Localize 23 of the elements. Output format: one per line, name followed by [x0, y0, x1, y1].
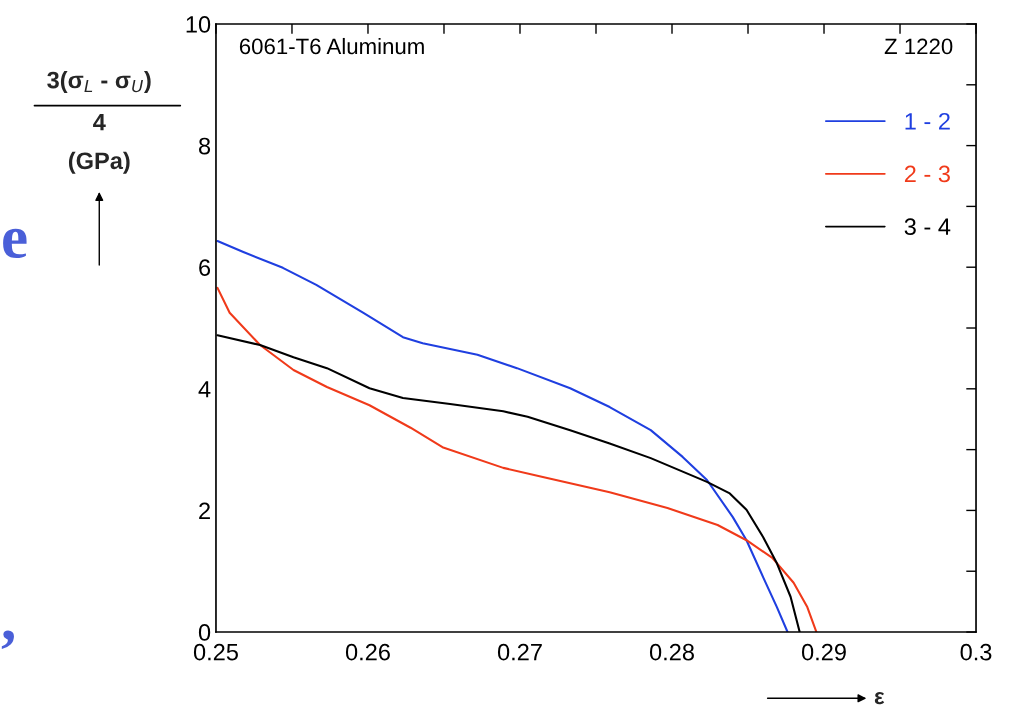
annotation: Z 1220 [884, 38, 953, 55]
x-tick-label: 0.29 [801, 643, 846, 661]
y-tick-label: 2 [199, 502, 210, 519]
y-tick-label: 10 [186, 16, 211, 33]
legend-label: 2 - 3 [904, 165, 950, 183]
annotation: 6061-T6 Aluminum [239, 37, 424, 55]
x-tick-label: 0.25 [193, 643, 238, 661]
y-tick-label: 6 [199, 259, 211, 276]
legend-label: 1 - 2 [905, 112, 950, 130]
legend-label: 3 - 4 [904, 218, 951, 236]
x-tick-label: 0.3 [960, 643, 992, 661]
x-tick-label: 0.28 [649, 643, 694, 661]
text: 3(σ$_{L}$ - σ$_{U}$) 4 (GPa) [47, 71, 151, 174]
y-tick-label: 0 [198, 624, 211, 641]
line-series [216, 286, 818, 633]
text: , [1, 630, 14, 649]
y-tick-label: 8 [199, 137, 211, 155]
text: e [3, 228, 27, 259]
x-tick-label: 0.27 [497, 643, 542, 661]
y-tick-label: 4 [198, 381, 211, 398]
x-tick-label: 0.26 [345, 643, 390, 661]
x-axis-title: ε [874, 692, 885, 705]
line-series [216, 240, 789, 633]
